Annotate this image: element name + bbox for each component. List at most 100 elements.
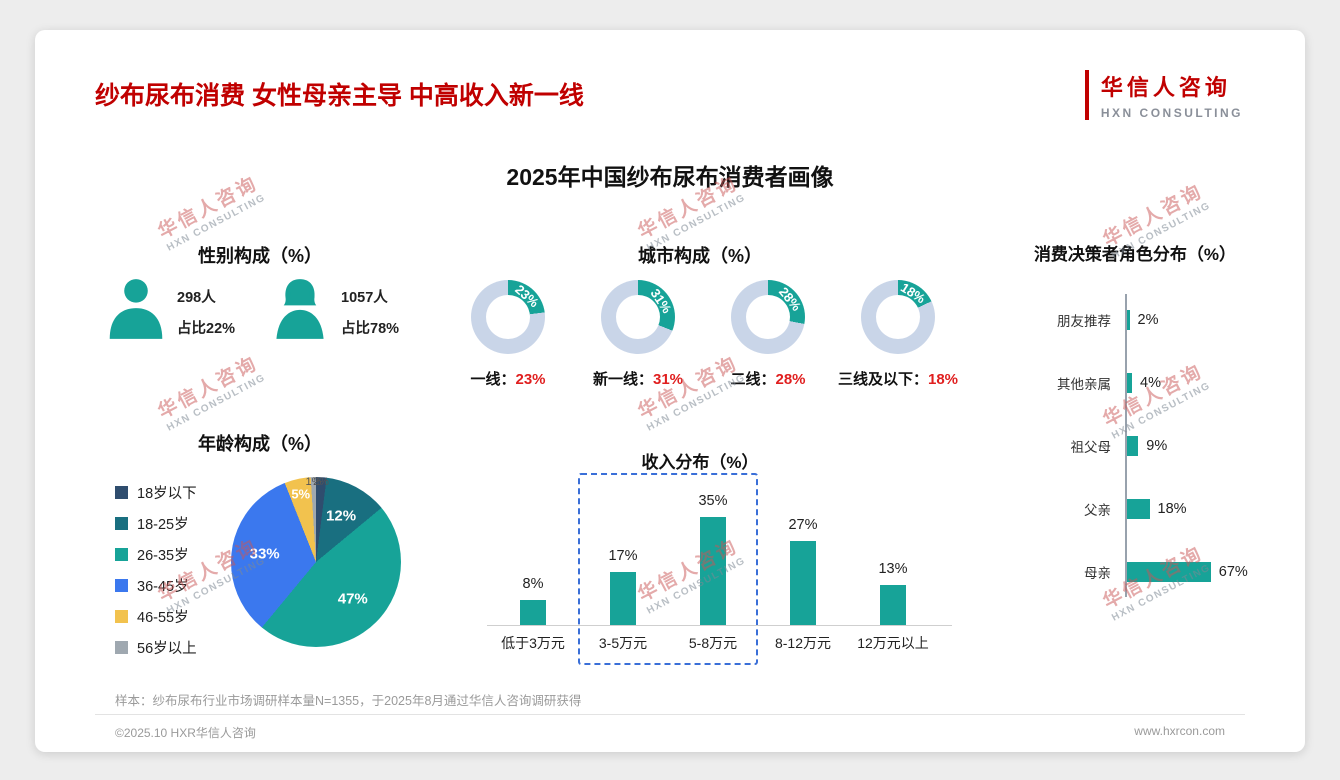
income-bar-chart: 8% 低于3万元 17% 3-5万元 35% 5-8万元 27% 8-12万元 13% 12万元以… [487, 473, 952, 692]
decision-bar-chart: 朋友推荐 2% 其他亲属 4% 祖父母 9% 父亲 18% 母亲 67% [975, 288, 1295, 603]
donut-caption: 新一线：31% [593, 368, 683, 389]
legend-swatch [115, 517, 128, 530]
income-category: 5-8万元 [688, 635, 738, 651]
city-section-title: 城市构成（%） [637, 246, 762, 266]
income-bar [700, 516, 726, 625]
gender-share: 占比22% [177, 321, 236, 337]
donut-ring: 23% [471, 280, 545, 354]
gender-count: 1057人 [341, 290, 388, 306]
legend-label: 56岁以上 [137, 641, 197, 657]
age-legend-item: 26-35岁 [115, 539, 197, 570]
city-donut-1: 23% 一线：23% [443, 280, 573, 389]
income-axis [487, 625, 952, 626]
income-value: 13% [878, 560, 908, 577]
decision-row: 父亲 18% [975, 477, 1295, 540]
age-legend-item: 18-25岁 [115, 508, 197, 539]
male-person-icon [107, 276, 165, 347]
income-value: 17% [608, 548, 638, 565]
legend-swatch [115, 486, 128, 499]
decision-category: 父亲 [1084, 502, 1111, 518]
logo-divider-bar [1084, 70, 1089, 120]
age-legend: 18岁以下 18-25岁 26-35岁 36-45岁 46-55岁 56岁以上 [115, 477, 197, 663]
legend-label: 26-35岁 [137, 548, 189, 564]
income-category: 12万元以上 [857, 635, 929, 651]
decision-bar [1127, 372, 1132, 393]
decision-row: 母亲 67% [975, 540, 1295, 603]
logo-name-en: HXN CONSULTING [1100, 106, 1243, 120]
brand-logo: 华信人咨询 HXN CONSULTING [1084, 70, 1243, 120]
decision-value: 18% [1157, 500, 1187, 517]
donut-ring: 18% [861, 280, 935, 354]
income-bar [790, 541, 816, 625]
gender-item-male: 298人占比22% [107, 276, 235, 347]
donut-value: 28% [775, 371, 806, 388]
decision-category: 母亲 [1084, 565, 1111, 581]
donut-category: 一线： [470, 371, 516, 388]
pie-slice-label: 47% [337, 590, 368, 608]
income-bar [610, 572, 636, 625]
decision-row: 其他亲属 4% [975, 351, 1295, 414]
decision-row: 朋友推荐 2% [975, 288, 1295, 351]
donut-value: 18% [927, 371, 959, 388]
gender-count: 298人 [177, 290, 216, 306]
donut-ring: 28% [731, 280, 805, 354]
gender-pictogram: 298人占比22% 1057人占比78% [107, 276, 399, 347]
decision-bar [1127, 309, 1130, 330]
pie-slice-label: 5% [291, 486, 311, 502]
age-legend-item: 36-45岁 [115, 570, 197, 601]
decision-category: 其他亲属 [1057, 376, 1111, 392]
city-donut-4: 18% 三线及以下：18% [833, 280, 963, 389]
city-donut-charts: 23% 一线：23% 31% 新一线：31% 28% 二线：28% 18% 三线及以下：18% [443, 280, 963, 389]
donut-hole [616, 295, 660, 339]
income-section-title: 收入分布（%） [641, 453, 759, 472]
legend-swatch [115, 641, 128, 654]
income-category: 低于3万元 [501, 635, 565, 651]
donut-category: 三线及以下： [837, 371, 928, 388]
donut-category: 二线： [730, 371, 776, 388]
donut-caption: 三线及以下：18% [838, 368, 958, 389]
age-legend-item: 46-55岁 [115, 601, 197, 632]
legend-swatch [115, 610, 128, 623]
city-donut-3: 28% 二线：28% [703, 280, 833, 389]
age-pie-chart: 2% 12% 47% 33% 5% 1% [231, 476, 401, 647]
decision-category: 朋友推荐 [1057, 313, 1111, 329]
decision-value: 2% [1137, 311, 1159, 328]
legend-label: 46-55岁 [137, 610, 189, 626]
footer-copyright: ©2025.10 HXR华信人咨询 [115, 726, 256, 740]
income-value: 35% [698, 492, 728, 509]
chart-main-title: 2025年中国纱布尿布消费者画像 [506, 164, 834, 190]
gender-item-female: 1057人占比78% [271, 276, 399, 347]
decision-value: 4% [1140, 374, 1161, 391]
income-value: 27% [788, 517, 818, 534]
decision-value: 9% [1146, 437, 1168, 454]
donut-ring: 31% [601, 280, 675, 354]
logo-name-cn: 华信人咨询 [1100, 75, 1231, 100]
donut-value: 31% [652, 371, 684, 388]
decision-category: 祖父母 [1070, 439, 1112, 455]
footer-website: www.hxrcon.com [1134, 724, 1225, 738]
legend-label: 18-25岁 [137, 517, 189, 533]
gender-share: 占比78% [341, 321, 400, 337]
legend-swatch [115, 579, 128, 592]
donut-value: 23% [515, 371, 546, 388]
decision-bar [1127, 561, 1211, 582]
pie-slice-label: 2% [313, 476, 329, 489]
pie-slice-label: 1% [305, 476, 322, 489]
city-donut-2: 31% 新一线：31% [573, 280, 703, 389]
donut-category: 新一线： [592, 371, 653, 388]
income-bar [520, 600, 546, 625]
decision-bar [1127, 498, 1150, 519]
age-legend-item: 18岁以下 [115, 477, 197, 508]
decision-row: 祖父母 9% [975, 414, 1295, 477]
donut-hole [876, 295, 920, 339]
decision-bar [1127, 435, 1139, 456]
income-value: 8% [522, 576, 544, 593]
income-bar [880, 584, 906, 625]
decision-section-title: 消费决策者角色分布（%） [1033, 245, 1237, 264]
report-card: 华信人咨询 HXN CONSULTING 华信人咨询 HXN CONSULTING 华信… [35, 30, 1305, 752]
legend-swatch [115, 548, 128, 561]
income-category: 8-12万元 [774, 635, 832, 651]
age-section-title: 年龄构成（%） [197, 434, 322, 454]
decision-value: 67% [1218, 563, 1248, 580]
